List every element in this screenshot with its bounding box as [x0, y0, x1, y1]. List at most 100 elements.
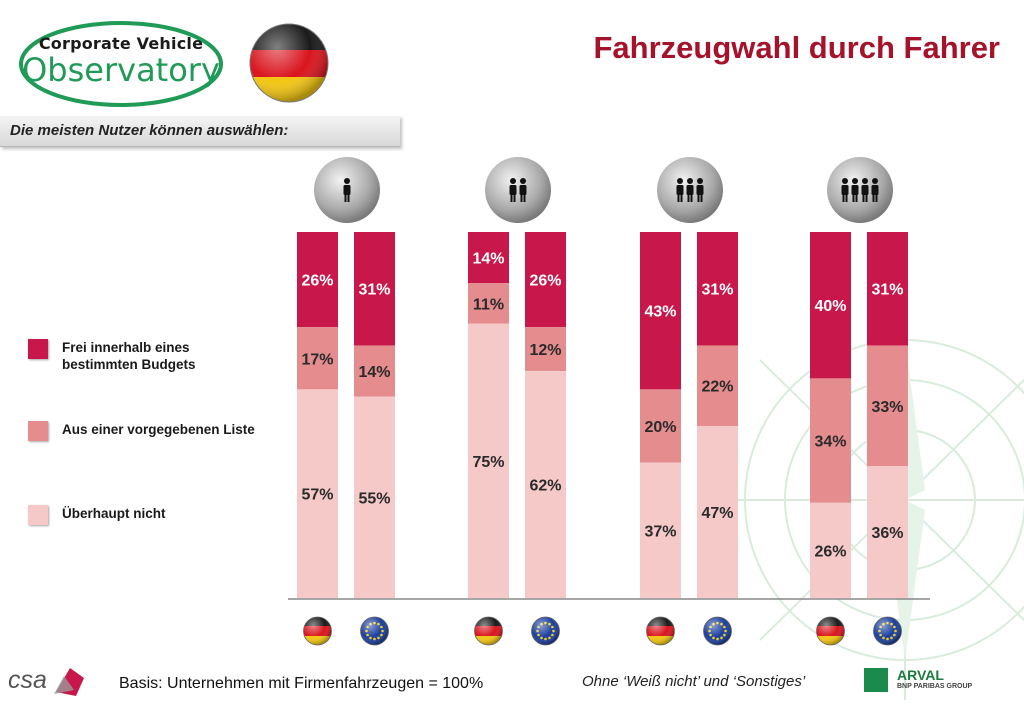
bar-segment-liste — [867, 345, 908, 467]
bar-segment-nicht — [810, 502, 851, 598]
person-body — [871, 185, 879, 195]
legend-label-budget-line2: bestimmten Budgets — [62, 357, 196, 372]
data-label-budget: 26% — [529, 273, 561, 290]
person-head — [852, 178, 858, 184]
data-label-liste: 11% — [473, 296, 504, 313]
legend-label-budget: Frei innerhalb eines bestimmten Budgets — [62, 339, 196, 373]
germany-flag-icon — [816, 616, 845, 646]
person-head — [687, 178, 693, 184]
person-head — [872, 178, 878, 184]
person-body — [343, 185, 351, 195]
person-body — [509, 185, 517, 195]
bar-segment-budget — [867, 232, 908, 346]
person-head — [344, 178, 350, 184]
germany-flag-ball-icon — [249, 23, 329, 103]
bar-segment-nicht — [525, 371, 566, 598]
eu-flag-icon — [531, 616, 560, 646]
subtitle-banner: Die meisten Nutzer können auswählen: — [0, 116, 400, 147]
person-body — [851, 185, 859, 195]
data-label-budget: 31% — [871, 282, 903, 299]
data-label-liste: 12% — [529, 342, 561, 359]
data-label-budget: 31% — [701, 282, 733, 299]
bar-segment-budget — [810, 232, 851, 379]
bar-segment-nicht — [468, 323, 509, 598]
logo-text-line1: Corporate Vehicle — [38, 34, 204, 53]
person-leg — [680, 194, 683, 202]
germany-flag-icon — [303, 616, 332, 646]
bar-segment-nicht — [297, 389, 338, 598]
person-leg — [513, 194, 516, 202]
logo-text-line2: Observatory — [22, 51, 220, 89]
person-head — [677, 178, 683, 184]
person-body — [841, 185, 849, 195]
person-leg — [520, 194, 523, 202]
person-leg — [865, 194, 868, 202]
bar-segment-budget — [297, 232, 338, 328]
bar-segment-liste — [354, 345, 395, 397]
bar-segment-liste — [640, 389, 681, 463]
person-leg — [862, 194, 865, 202]
germany-flag-icon — [646, 616, 675, 646]
germany-flag-icon — [474, 616, 503, 646]
person-head — [862, 178, 868, 184]
person-3-icon — [657, 157, 723, 223]
data-label-nicht: 55% — [358, 490, 390, 507]
data-label-nicht: 75% — [472, 454, 504, 471]
data-label-liste: 22% — [701, 379, 733, 396]
data-label-nicht: 57% — [301, 487, 333, 504]
eu-flag-icon — [703, 616, 732, 646]
person-head — [510, 178, 516, 184]
legend-swatch-nicht — [28, 505, 48, 525]
eu-flag-icon — [360, 616, 389, 646]
data-label-nicht: 62% — [529, 478, 561, 495]
data-label-liste: 17% — [301, 351, 333, 368]
data-label-liste: 14% — [358, 364, 390, 381]
legend-label-budget-line1: Frei innerhalb eines — [62, 340, 190, 355]
bar-segment-budget — [354, 232, 395, 346]
legend-swatch-budget — [28, 339, 48, 359]
data-label-budget: 40% — [814, 298, 846, 315]
person-leg — [344, 194, 347, 202]
data-label-liste: 34% — [814, 434, 846, 451]
bar-segment-budget — [468, 232, 509, 284]
eu-flag-icon — [873, 616, 902, 646]
person-leg — [523, 194, 526, 202]
bar-segment-nicht — [354, 396, 395, 598]
person-leg — [842, 194, 845, 202]
bar-segment-budget — [525, 232, 566, 328]
corporate-vehicle-observatory-logo: Corporate Vehicle Observatory — [18, 20, 224, 108]
footer-basis: Basis: Unternehmen mit Firmenfahrzeugen … — [119, 675, 484, 692]
data-label-liste: 33% — [871, 399, 903, 416]
bar-segment-nicht — [640, 462, 681, 598]
bar-segment-nicht — [697, 425, 738, 598]
person-leg — [687, 194, 690, 202]
person-leg — [855, 194, 858, 202]
person-head — [520, 178, 526, 184]
arval-logo-mark-icon — [864, 668, 888, 692]
bar-segment-liste — [468, 283, 509, 324]
person-2-icon — [485, 157, 551, 223]
person-4-icon — [827, 157, 893, 223]
csa-logo-mark-icon — [54, 668, 84, 696]
page-title: Fahrzeugwahl durch Fahrer — [593, 30, 1000, 65]
person-1-icon — [314, 157, 380, 223]
data-label-budget: 43% — [644, 304, 676, 321]
bar-segment-budget — [640, 232, 681, 390]
person-head — [697, 178, 703, 184]
bar-segment-liste — [810, 378, 851, 503]
person-leg — [347, 194, 350, 202]
bar-segment-nicht — [867, 466, 908, 598]
legend-swatch-liste — [28, 421, 48, 441]
bar-segment-liste — [297, 327, 338, 390]
data-label-nicht: 36% — [871, 525, 903, 542]
bar-segment-liste — [525, 327, 566, 372]
data-label-budget: 14% — [472, 251, 504, 268]
person-leg — [677, 194, 680, 202]
data-label-nicht: 37% — [644, 523, 676, 540]
data-label-budget: 31% — [358, 282, 390, 299]
data-label-nicht: 47% — [701, 505, 733, 522]
person-leg — [700, 194, 703, 202]
person-leg — [697, 194, 700, 202]
footer-note: Ohne ‘Weiß nicht’ und ‘Sonstiges’ — [582, 673, 806, 690]
